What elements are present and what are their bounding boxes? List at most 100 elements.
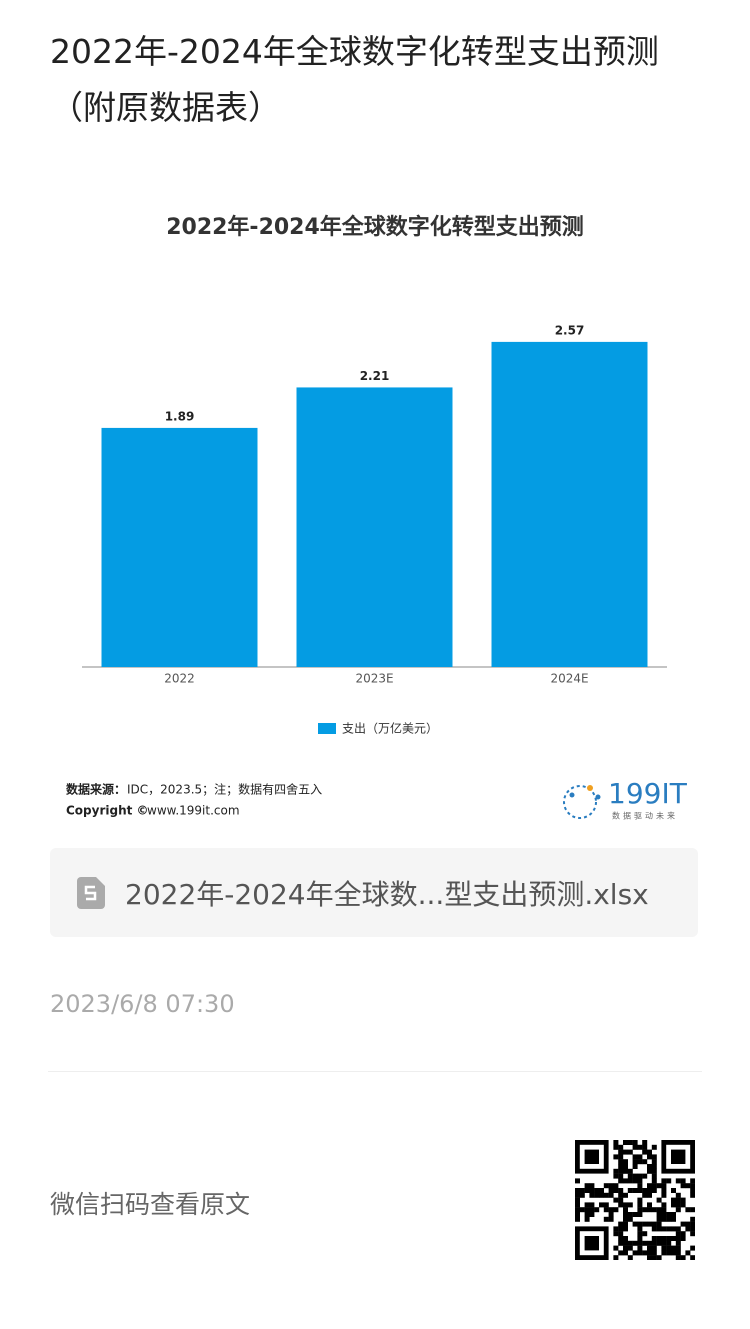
- qr-module: [623, 1207, 628, 1213]
- qr-module: [675, 1178, 681, 1184]
- qr-module: [632, 1154, 638, 1160]
- qr-module: [623, 1236, 628, 1241]
- qr-module: [642, 1159, 648, 1165]
- qr-module: [661, 1192, 667, 1198]
- qr-module: [589, 1192, 595, 1198]
- qr-module: [661, 1236, 667, 1241]
- qr-module: [680, 1197, 686, 1203]
- qr-module: [618, 1250, 624, 1256]
- qr-module: [671, 1226, 676, 1232]
- value-label: 2.57: [555, 323, 585, 337]
- qr-module: [613, 1231, 619, 1237]
- qr-module: [618, 1231, 624, 1237]
- qr-module: [661, 1240, 667, 1246]
- qr-module: [690, 1216, 695, 1222]
- qr-module: [666, 1240, 672, 1246]
- qr-module: [627, 1202, 633, 1208]
- qr-module: [579, 1207, 585, 1213]
- qr-module: [613, 1168, 619, 1174]
- qr-module: [651, 1159, 657, 1165]
- file-name[interactable]: 2022年-2024年全球数...型支出预测.xlsx: [125, 878, 649, 911]
- qr-module: [627, 1188, 633, 1193]
- bar: [491, 341, 648, 667]
- qr-module: [642, 1192, 648, 1198]
- qr-module: [675, 1207, 681, 1213]
- qr-module: [661, 1183, 667, 1189]
- value-label: 2.21: [360, 369, 390, 383]
- qr-module: [608, 1212, 614, 1217]
- qr-module: [613, 1245, 619, 1251]
- qr-module: [623, 1221, 628, 1227]
- qr-module: [637, 1231, 643, 1237]
- qr-module: [632, 1188, 638, 1193]
- qr-module: [690, 1183, 695, 1189]
- qr-module: [656, 1207, 662, 1213]
- qr-module: [637, 1144, 643, 1150]
- qr-module: [642, 1231, 648, 1237]
- qr-module: [680, 1236, 686, 1241]
- qr-module: [651, 1183, 657, 1189]
- qr-module: [579, 1188, 585, 1193]
- qr-module: [613, 1207, 619, 1213]
- qr-module: [608, 1216, 614, 1222]
- qr-finder: [584, 1149, 599, 1164]
- qr-module: [618, 1202, 624, 1208]
- qr-module: [632, 1159, 638, 1165]
- legend-label: 支出（万亿美元）: [342, 721, 438, 736]
- qr-module: [608, 1192, 614, 1198]
- qr-module: [642, 1240, 648, 1246]
- qr-module: [623, 1178, 628, 1184]
- qr-module: [651, 1236, 657, 1241]
- qr-module: [661, 1245, 667, 1251]
- x-tick-label: 2024E: [550, 672, 588, 686]
- qr-module: [589, 1183, 595, 1189]
- x-tick-label: 2022: [164, 672, 195, 686]
- qr-module: [632, 1212, 638, 1217]
- qr-module: [647, 1183, 652, 1189]
- qr-module: [623, 1140, 628, 1145]
- qr-module: [575, 1216, 580, 1222]
- qr-module: [618, 1154, 624, 1160]
- qr-module: [647, 1192, 652, 1198]
- qr-module: [651, 1226, 657, 1232]
- qr-module: [618, 1173, 624, 1179]
- qr-module: [651, 1240, 657, 1246]
- qr-module: [623, 1164, 628, 1169]
- divider: [48, 1071, 702, 1072]
- qr-module: [680, 1202, 686, 1208]
- qr-module: [589, 1188, 595, 1193]
- qr-module: [613, 1144, 619, 1150]
- qr-module: [637, 1212, 643, 1217]
- qr-module: [685, 1226, 691, 1232]
- qr-module: [656, 1255, 662, 1260]
- qr-module: [647, 1168, 652, 1174]
- qr-module: [575, 1197, 580, 1203]
- qr-module: [623, 1212, 628, 1217]
- qr-module: [589, 1207, 595, 1213]
- qr-module: [656, 1236, 662, 1241]
- qr-module: [656, 1226, 662, 1232]
- qr-module: [637, 1159, 643, 1165]
- qr-module: [589, 1202, 595, 1208]
- qr-module: [627, 1216, 633, 1222]
- qr-module: [632, 1144, 638, 1150]
- qr-module: [680, 1221, 686, 1227]
- qr-module: [680, 1231, 686, 1237]
- qr-module: [666, 1216, 672, 1222]
- legend-swatch: [318, 723, 336, 734]
- attachment[interactable]: [50, 848, 698, 937]
- qr-module: [632, 1240, 638, 1246]
- qr-module: [613, 1173, 619, 1179]
- file-icon: [77, 877, 105, 909]
- qr-module: [637, 1207, 643, 1213]
- qr-module: [637, 1221, 643, 1227]
- qr-module: [661, 1207, 667, 1213]
- qr-module: [675, 1250, 681, 1256]
- qr-module: [637, 1178, 643, 1184]
- qr-module: [637, 1173, 643, 1179]
- qr-module: [603, 1216, 609, 1222]
- qr-module: [637, 1226, 643, 1232]
- qr-module: [685, 1221, 691, 1227]
- qr-module: [599, 1192, 604, 1198]
